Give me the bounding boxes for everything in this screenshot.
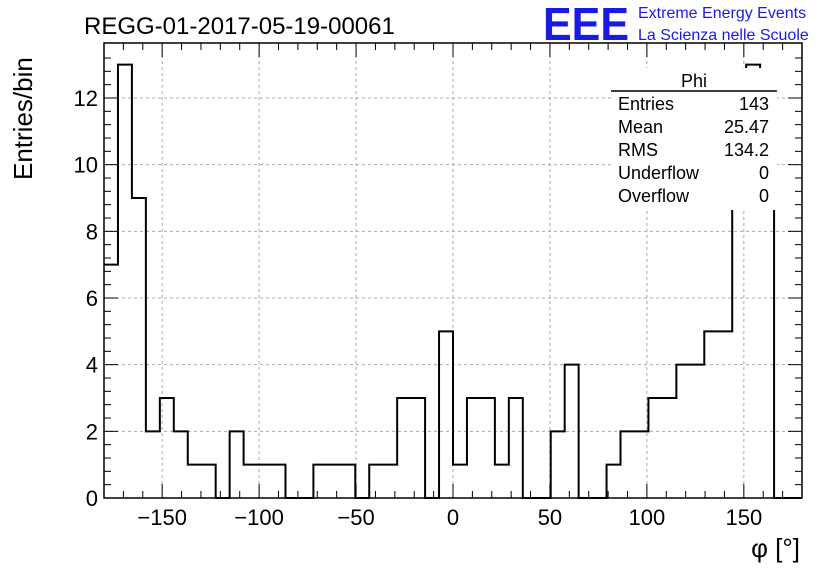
y-axis-label: Entries/bin — [8, 57, 38, 180]
logo-mark: EEE — [543, 0, 629, 50]
y-tick-label: 2 — [86, 419, 98, 444]
x-tick-label: 50 — [538, 505, 562, 530]
histogram-line — [104, 63, 802, 499]
y-tick-label: 12 — [74, 86, 98, 111]
stats-row-label: Entries — [618, 94, 674, 114]
stats-title: Phi — [681, 71, 707, 91]
x-tick-label: −50 — [337, 505, 374, 530]
x-axis-label: φ [°] — [751, 533, 800, 563]
axis-tick-labels: −150 −100 −50 0 50 100 150 0 2 4 6 8 10 12 — [74, 86, 763, 530]
x-tick-label: 150 — [725, 505, 762, 530]
y-tick-label: 6 — [86, 286, 98, 311]
stats-row-value: 0 — [759, 186, 769, 206]
stats-row-label: Underflow — [618, 163, 700, 183]
logo-line-1: Extreme Energy Events — [638, 5, 806, 22]
logo-line-2: La Scienza nelle Scuole — [638, 27, 809, 44]
x-tick-label: −150 — [137, 505, 187, 530]
stats-row-label: Overflow — [618, 186, 690, 206]
stats-row-value: 0 — [759, 163, 769, 183]
y-tick-label: 4 — [86, 353, 98, 378]
stats-row-label: Mean — [618, 117, 663, 137]
x-tick-label: −100 — [234, 505, 284, 530]
stats-row-value: 143 — [739, 94, 769, 114]
stats-box: Phi Entries 143 Mean 25.47 RMS 134.2 Underflow… — [611, 68, 777, 210]
y-tick-label: 0 — [86, 486, 98, 511]
x-tick-label: 0 — [447, 505, 459, 530]
y-tick-label: 8 — [86, 219, 98, 244]
stats-row-value: 25.47 — [724, 117, 769, 137]
stats-rows: Entries 143 Mean 25.47 RMS 134.2 Underflow 0 Ove… — [618, 94, 769, 206]
y-tick-label: 10 — [74, 153, 98, 178]
x-tick-label: 100 — [629, 505, 666, 530]
stats-row-label: RMS — [618, 140, 658, 160]
stats-row-value: 134.2 — [724, 140, 769, 160]
chart-title: REGG-01-2017-05-19-00061 — [84, 13, 395, 40]
eee-logo: EEE Extreme Energy Events La Scienza nel… — [543, 0, 809, 50]
axis-ticks — [104, 43, 802, 499]
